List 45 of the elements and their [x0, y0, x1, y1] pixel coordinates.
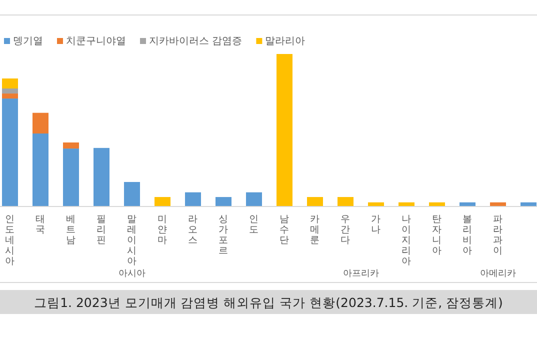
- bar: [520, 202, 536, 206]
- x-tick-label: 태국: [36, 214, 46, 236]
- x-tick-label: 싱가포르: [218, 214, 228, 256]
- text: 아프리카: [342, 269, 379, 279]
- bar: [276, 54, 292, 206]
- bar: [32, 133, 48, 206]
- x-tick-label: 나이지리아: [402, 214, 412, 267]
- x-tick-label: 탄자니아: [432, 214, 442, 256]
- bar: [63, 142, 79, 149]
- bar: [246, 192, 262, 206]
- x-tick-label: 파라과이: [493, 214, 503, 256]
- bar: [94, 148, 110, 206]
- legend-label: 말라리아: [265, 36, 306, 47]
- x-tick-label: 가나: [371, 214, 381, 236]
- bar: [154, 197, 170, 206]
- bar: [2, 98, 18, 206]
- x-tick-label: 미얀마: [158, 214, 168, 246]
- x-tick-label: 볼리비아: [462, 214, 472, 256]
- text: 아메리카: [480, 269, 516, 279]
- bar: [398, 202, 414, 206]
- bar: [63, 148, 79, 206]
- legend-label: 치쿤구니야열: [66, 36, 126, 47]
- caption: 그림1. 2023년 모기매개 감염병 해외유입 국가 현황(2023.7.15. 기준, 잠정통계): [34, 295, 503, 310]
- legend-label: 지카바이러스 감염증: [149, 36, 242, 47]
- x-tick-label: 라오스: [188, 214, 198, 246]
- bar: [460, 202, 476, 206]
- bar: [368, 202, 384, 206]
- x-tick-label: 필리핀: [96, 214, 106, 246]
- x-tick-label: 카메룬: [310, 214, 320, 246]
- bar: [338, 197, 354, 206]
- bar: [490, 202, 506, 206]
- bar: [32, 112, 48, 134]
- bar: [185, 192, 201, 206]
- bar: [216, 197, 232, 206]
- bar: [124, 182, 140, 206]
- legend-label: 뎅기열: [13, 36, 43, 47]
- x-tick-label: 말레이시아: [127, 214, 137, 267]
- x-tick-label: 인도네시아: [5, 214, 15, 267]
- x-tick-label: 남수단: [280, 214, 290, 246]
- bar: [307, 197, 323, 206]
- bar: [429, 202, 445, 206]
- x-tick-label: 베트남: [66, 214, 76, 246]
- x-tick-label: 우간다: [340, 214, 350, 246]
- x-tick-label: 인도: [249, 214, 259, 236]
- text: 아시아: [118, 269, 146, 279]
